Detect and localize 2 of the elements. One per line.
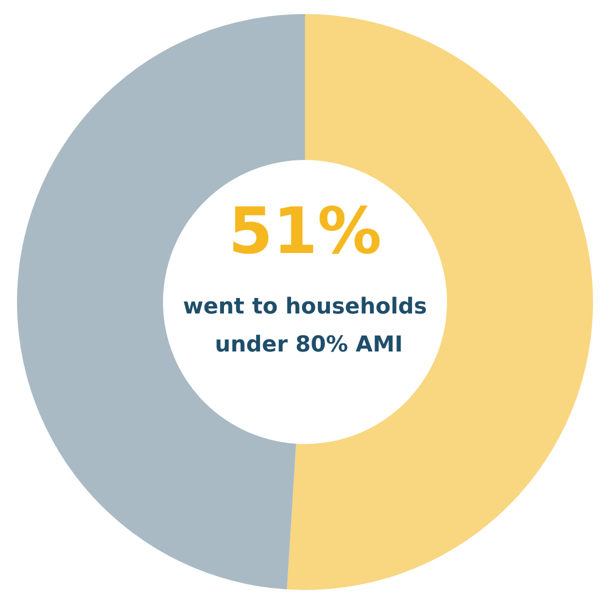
data-label: 51% (228, 195, 382, 269)
text: went to households under 80% AMI (183, 294, 427, 358)
